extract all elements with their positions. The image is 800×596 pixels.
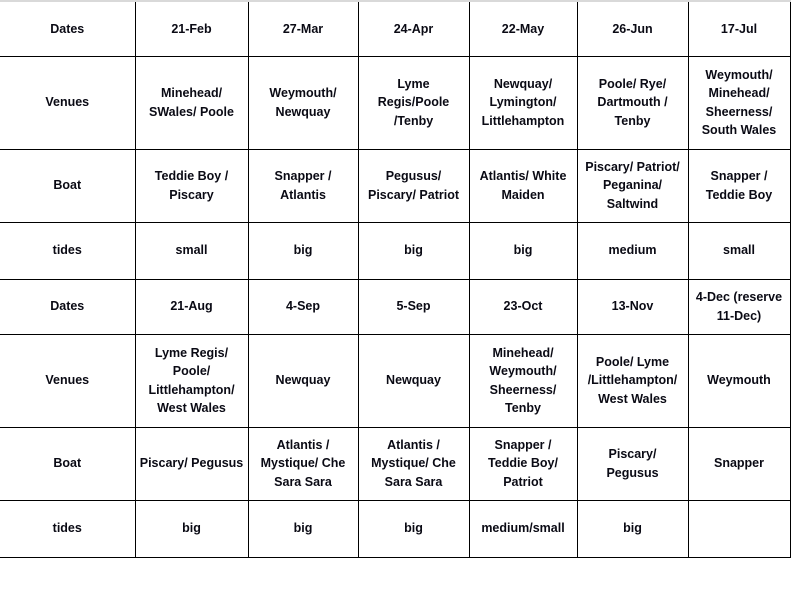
row-label-tides: tides (0, 221, 136, 280)
cell-tide-6 (688, 499, 791, 558)
cell-boat-2: Atlantis / Mystique/ Che Sara Sara (248, 426, 359, 501)
cell-date-6: 4-Dec (reserve 11-Dec) (688, 278, 791, 335)
row-label-dates: Dates (0, 0, 136, 57)
cell-venue-1: Lyme Regis/ Poole/ Littlehampton/ West W… (135, 333, 249, 428)
cell-boat-3: Pegusus/ Piscary/ Patriot (358, 148, 470, 223)
row-label-dates: Dates (0, 278, 136, 335)
cell-tide-6: small (688, 221, 791, 280)
cell-venue-2: Weymouth/ Newquay (248, 55, 359, 150)
cell-tide-5: big (577, 499, 689, 558)
cell-tide-1: small (135, 221, 249, 280)
cell-boat-1: Piscary/ Pegusus (135, 426, 249, 501)
cell-date-1: 21-Aug (135, 278, 249, 335)
cell-tide-2: big (248, 221, 359, 280)
cell-venue-5: Poole/ Lyme /Littlehampton/ West Wales (577, 333, 689, 428)
cell-boat-4: Snapper / Teddie Boy/ Patriot (469, 426, 578, 501)
schedule-table: Dates 21-Feb 27-Mar 24-Apr 22-May 26-Jun… (0, 0, 791, 558)
row-label-venues: Venues (0, 55, 136, 150)
row-label-venues: Venues (0, 333, 136, 428)
cell-tide-3: big (358, 499, 470, 558)
cell-venue-1: Minehead/ SWales/ Poole (135, 55, 249, 150)
cell-boat-4: Atlantis/ White Maiden (469, 148, 578, 223)
cell-boat-5: Piscary/ Pegusus (577, 426, 689, 501)
row-label-tides: tides (0, 499, 136, 558)
cell-date-1: 21-Feb (135, 0, 249, 57)
cell-tide-5: medium (577, 221, 689, 280)
cell-date-5: 26-Jun (577, 0, 689, 57)
cell-date-3: 5-Sep (358, 278, 470, 335)
cell-venue-4: Newquay/ Lymington/ Littlehampton (469, 55, 578, 150)
table-row-dates-second-half: Dates 21-Aug 4-Sep 5-Sep 23-Oct 13-Nov 4… (0, 278, 791, 335)
table-row-tides-first-half: tides small big big big medium small (0, 221, 791, 280)
table-row-boat-first-half: Boat Teddie Boy / Piscary Snapper / Atla… (0, 148, 791, 223)
cell-venue-6: Weymouth/ Minehead/ Sheerness/ South Wal… (688, 55, 791, 150)
cell-tide-1: big (135, 499, 249, 558)
cell-venue-2: Newquay (248, 333, 359, 428)
cell-tide-4: big (469, 221, 578, 280)
row-label-boat: Boat (0, 148, 136, 223)
cell-date-3: 24-Apr (358, 0, 470, 57)
cell-date-6: 17-Jul (688, 0, 791, 57)
table-row-venues-first-half: Venues Minehead/ SWales/ Poole Weymouth/… (0, 55, 791, 150)
cell-venue-3: Newquay (358, 333, 470, 428)
cell-tide-4: medium/small (469, 499, 578, 558)
cell-date-5: 13-Nov (577, 278, 689, 335)
table-row-dates-first-half: Dates 21-Feb 27-Mar 24-Apr 22-May 26-Jun… (0, 0, 791, 57)
cell-venue-3: Lyme Regis/Poole /Tenby (358, 55, 470, 150)
cell-tide-2: big (248, 499, 359, 558)
cell-tide-3: big (358, 221, 470, 280)
cell-venue-6: Weymouth (688, 333, 791, 428)
table-row-tides-second-half: tides big big big medium/small big (0, 499, 791, 558)
table-row-venues-second-half: Venues Lyme Regis/ Poole/ Littlehampton/… (0, 333, 791, 428)
cell-date-2: 27-Mar (248, 0, 359, 57)
cell-date-4: 22-May (469, 0, 578, 57)
cell-boat-6: Snapper (688, 426, 791, 501)
cell-date-2: 4-Sep (248, 278, 359, 335)
cell-boat-6: Snapper / Teddie Boy (688, 148, 791, 223)
cell-boat-1: Teddie Boy / Piscary (135, 148, 249, 223)
cell-venue-5: Poole/ Rye/ Dartmouth / Tenby (577, 55, 689, 150)
cell-venue-4: Minehead/ Weymouth/ Sheerness/ Tenby (469, 333, 578, 428)
row-label-boat: Boat (0, 426, 136, 501)
cell-date-4: 23-Oct (469, 278, 578, 335)
cell-boat-2: Snapper / Atlantis (248, 148, 359, 223)
table-row-boat-second-half: Boat Piscary/ Pegusus Atlantis / Mystiqu… (0, 426, 791, 501)
cell-boat-5: Piscary/ Patriot/ Peganina/ Saltwind (577, 148, 689, 223)
cell-boat-3: Atlantis / Mystique/ Che Sara Sara (358, 426, 470, 501)
